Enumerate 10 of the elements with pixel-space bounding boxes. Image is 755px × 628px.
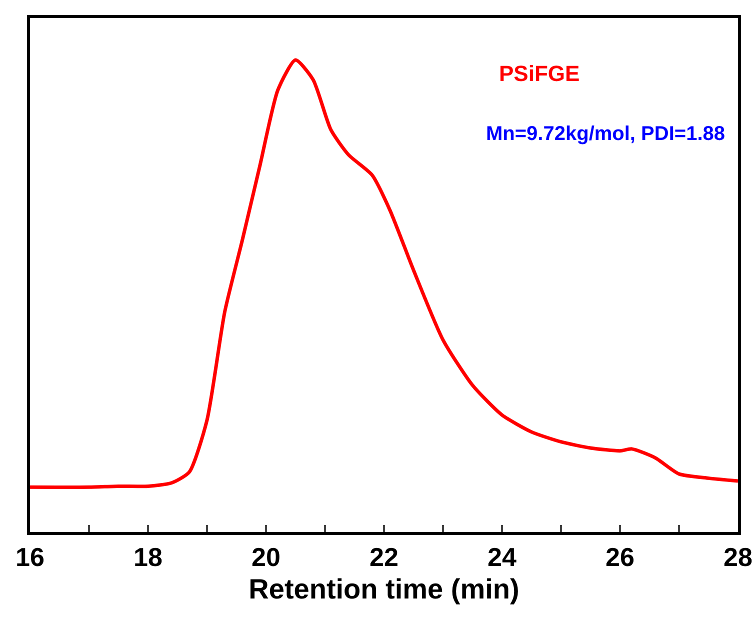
x-tick-label: 16: [16, 542, 44, 572]
x-tick-label: 18: [134, 542, 162, 572]
text: PSiFGE: [499, 61, 580, 86]
x-tick-label: 24: [488, 542, 517, 572]
x-tick-label: 20: [252, 542, 280, 572]
x-tick-label: 22: [370, 542, 398, 572]
x-tick-label: 26: [606, 542, 634, 572]
annotation: Mn=9.72kg/mol, PDI=1.88: [486, 123, 725, 145]
x-axis-title: Retention time (min): [248, 573, 520, 604]
x-tick-label: 28: [724, 542, 752, 572]
